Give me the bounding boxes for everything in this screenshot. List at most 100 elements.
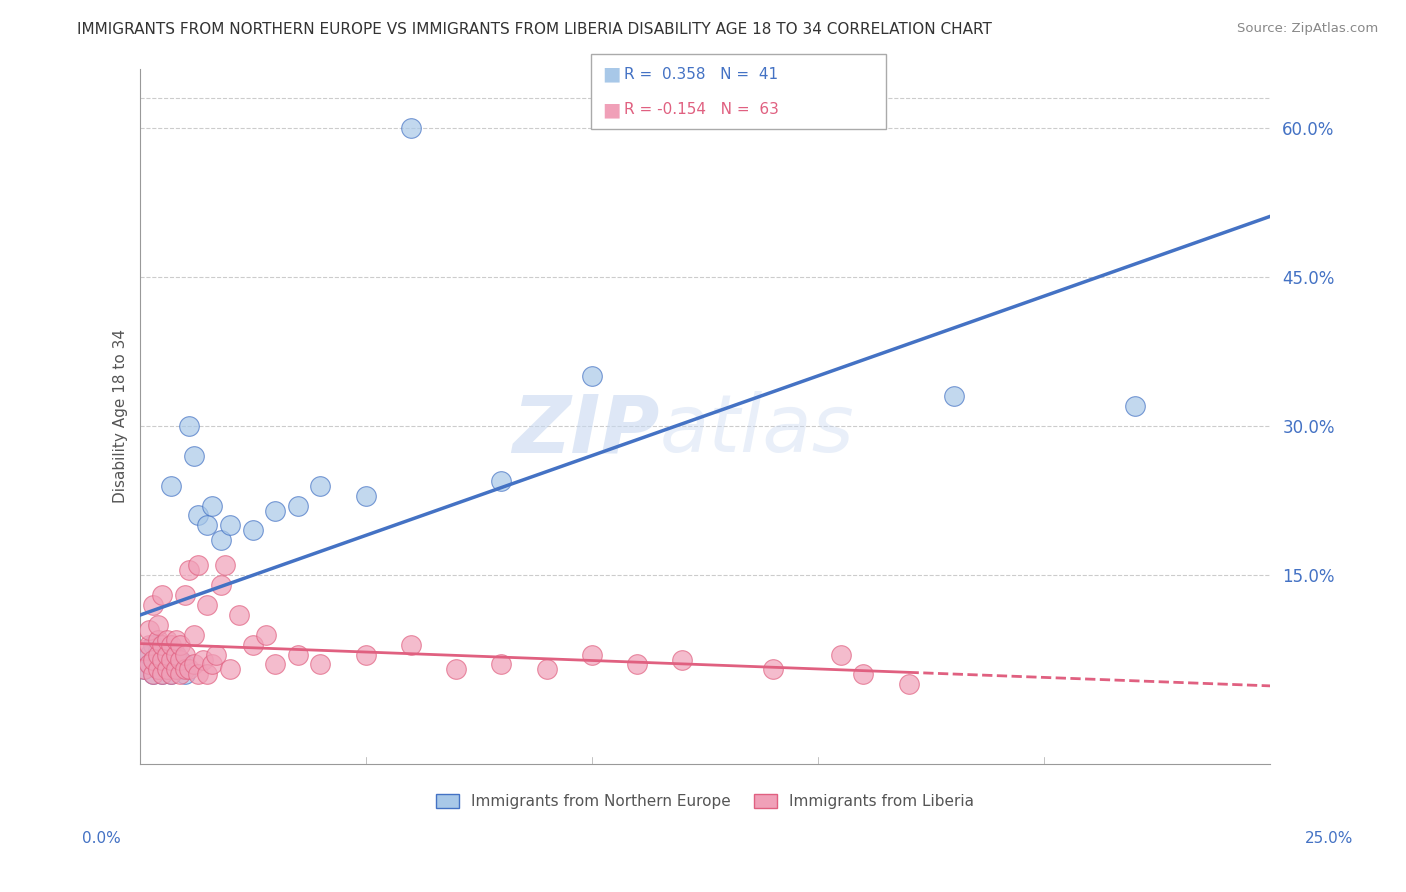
Point xyxy=(183,628,205,642)
Point xyxy=(138,657,160,672)
Point xyxy=(146,663,169,677)
Point xyxy=(142,667,165,681)
Point xyxy=(179,563,201,577)
Point xyxy=(173,648,195,662)
Point xyxy=(132,663,155,677)
Point xyxy=(146,663,169,677)
Point xyxy=(169,652,191,666)
Point xyxy=(173,663,195,677)
Point xyxy=(156,632,179,647)
Point xyxy=(150,652,173,666)
Point xyxy=(626,657,648,672)
Point xyxy=(228,607,250,622)
Point xyxy=(830,648,852,662)
Point xyxy=(187,558,209,573)
Text: Source: ZipAtlas.com: Source: ZipAtlas.com xyxy=(1237,22,1378,36)
Point xyxy=(156,648,179,662)
Point xyxy=(160,479,183,493)
Point xyxy=(242,524,264,538)
Point xyxy=(852,667,875,681)
Text: R = -0.154   N =  63: R = -0.154 N = 63 xyxy=(624,103,779,117)
Point xyxy=(169,663,191,677)
Point xyxy=(150,657,173,672)
Point xyxy=(201,657,224,672)
Point xyxy=(254,628,277,642)
Point xyxy=(142,638,165,652)
Point xyxy=(169,667,191,681)
Point xyxy=(354,648,377,662)
Text: 0.0%: 0.0% xyxy=(82,831,121,846)
Point xyxy=(183,657,205,672)
Point xyxy=(1123,399,1146,413)
Point xyxy=(150,648,173,662)
Point xyxy=(173,667,195,681)
Point xyxy=(173,588,195,602)
Point xyxy=(209,578,232,592)
Point xyxy=(156,663,179,677)
Point xyxy=(205,648,228,662)
Point xyxy=(309,479,332,493)
Point xyxy=(942,389,965,403)
Point xyxy=(165,648,187,662)
Point xyxy=(132,663,155,677)
Text: IMMIGRANTS FROM NORTHERN EUROPE VS IMMIGRANTS FROM LIBERIA DISABILITY AGE 18 TO : IMMIGRANTS FROM NORTHERN EUROPE VS IMMIG… xyxy=(77,22,993,37)
Point xyxy=(156,642,179,657)
Point xyxy=(150,588,173,602)
Point xyxy=(287,499,309,513)
Point xyxy=(179,663,201,677)
Text: atlas: atlas xyxy=(659,391,855,469)
Text: 25.0%: 25.0% xyxy=(1305,831,1353,846)
Point xyxy=(146,648,169,662)
Point xyxy=(142,652,165,666)
Point xyxy=(897,677,920,691)
Legend: Immigrants from Northern Europe, Immigrants from Liberia: Immigrants from Northern Europe, Immigra… xyxy=(430,788,980,815)
Point xyxy=(146,617,169,632)
Point xyxy=(142,652,165,666)
Point xyxy=(197,667,219,681)
Point xyxy=(264,503,287,517)
Point xyxy=(160,667,183,681)
Point xyxy=(536,663,558,677)
Point xyxy=(169,652,191,666)
Point xyxy=(581,648,603,662)
Point xyxy=(138,638,160,652)
Point xyxy=(146,632,169,647)
Point xyxy=(491,657,513,672)
Point xyxy=(169,638,191,652)
Point xyxy=(160,638,183,652)
Point xyxy=(399,638,422,652)
Point xyxy=(146,642,169,657)
Point xyxy=(156,652,179,666)
Point xyxy=(191,652,214,666)
Point xyxy=(201,499,224,513)
Y-axis label: Disability Age 18 to 34: Disability Age 18 to 34 xyxy=(114,329,128,503)
Point xyxy=(287,648,309,662)
Point xyxy=(214,558,236,573)
Point xyxy=(197,518,219,533)
Point xyxy=(264,657,287,672)
Point xyxy=(762,663,785,677)
Point xyxy=(138,657,160,672)
Point xyxy=(150,638,173,652)
Text: ZIP: ZIP xyxy=(512,391,659,469)
Point xyxy=(165,663,187,677)
Point xyxy=(142,598,165,612)
Text: ■: ■ xyxy=(602,100,620,120)
Point xyxy=(179,419,201,434)
Point xyxy=(160,667,183,681)
Point xyxy=(165,648,187,662)
Point xyxy=(671,652,693,666)
Point xyxy=(173,657,195,672)
Point xyxy=(219,663,242,677)
Point xyxy=(399,121,422,136)
Point xyxy=(242,638,264,652)
Text: ■: ■ xyxy=(602,64,620,84)
Point xyxy=(138,623,160,637)
Point xyxy=(444,663,467,677)
Point xyxy=(183,449,205,463)
Point xyxy=(219,518,242,533)
Point xyxy=(142,667,165,681)
Point xyxy=(150,667,173,681)
Point xyxy=(491,474,513,488)
Point xyxy=(209,533,232,548)
